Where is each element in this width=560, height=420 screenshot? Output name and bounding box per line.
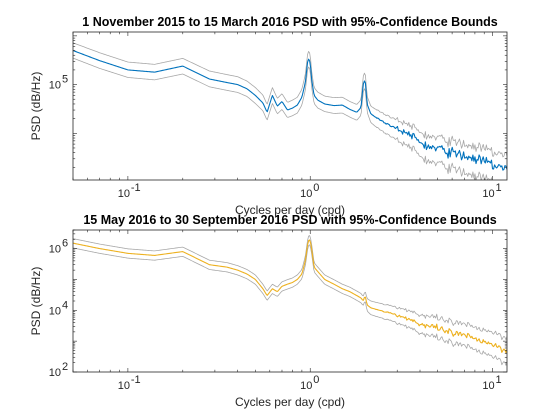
x-tick-label: 10 bbox=[118, 380, 130, 392]
x-tick-label: 10 bbox=[482, 380, 494, 392]
x-tick-exponent: 0 bbox=[313, 182, 319, 194]
y-tick-label: 10 bbox=[49, 244, 61, 256]
x-tick-label: 10 bbox=[482, 188, 494, 200]
series-line-lower-bound bbox=[73, 57, 493, 180]
chart-title: 15 May 2016 to 30 September 2016 PSD wit… bbox=[83, 213, 496, 227]
x-tick-label: 10 bbox=[300, 380, 312, 392]
series-group bbox=[73, 235, 507, 366]
plot-area bbox=[73, 230, 507, 372]
series-line-upper-bound bbox=[73, 42, 507, 158]
y-tick-exponent: 6 bbox=[62, 238, 68, 250]
x-tick-exponent: -1 bbox=[131, 374, 141, 386]
y-tick-exponent: 5 bbox=[62, 74, 68, 86]
x-axis-label: Cycles per day (cpd) bbox=[235, 395, 345, 409]
series-line-estimate bbox=[73, 239, 507, 354]
y-axis-label: PSD (dB/Hz) bbox=[29, 72, 43, 141]
axes-box bbox=[72, 31, 508, 181]
x-tick-exponent: 1 bbox=[496, 374, 502, 386]
chart-1: 10 -1 10 0 10 110 51 November 2015 to 15 March… bbox=[29, 15, 508, 217]
series-line-estimate bbox=[73, 50, 507, 171]
plot-area bbox=[73, 32, 507, 180]
series-group bbox=[73, 42, 507, 180]
x-tick-label: 10 bbox=[300, 188, 312, 200]
x-tick-exponent: 1 bbox=[496, 182, 502, 194]
y-tick-exponent: 4 bbox=[62, 299, 68, 311]
x-tick-exponent: 0 bbox=[313, 374, 319, 386]
series-line-upper-bound bbox=[73, 235, 507, 341]
x-tick-exponent: -1 bbox=[131, 182, 141, 194]
x-axis-label: Cycles per day (cpd) bbox=[235, 203, 345, 217]
y-tick-label: 10 bbox=[49, 367, 61, 379]
y-tick-exponent: 2 bbox=[62, 361, 68, 373]
chart-title: 1 November 2015 to 15 March 2016 PSD wit… bbox=[82, 15, 497, 29]
y-tick-label: 10 bbox=[49, 80, 61, 92]
series-line-lower-bound bbox=[73, 244, 507, 366]
chart-2: 10 -1 10 0 10 110 210 410 615 May 2016 to 30 Sep… bbox=[29, 213, 508, 409]
y-axis-label: PSD (dB/Hz) bbox=[29, 267, 43, 336]
y-tick-label: 10 bbox=[49, 305, 61, 317]
x-tick-label: 10 bbox=[118, 188, 130, 200]
